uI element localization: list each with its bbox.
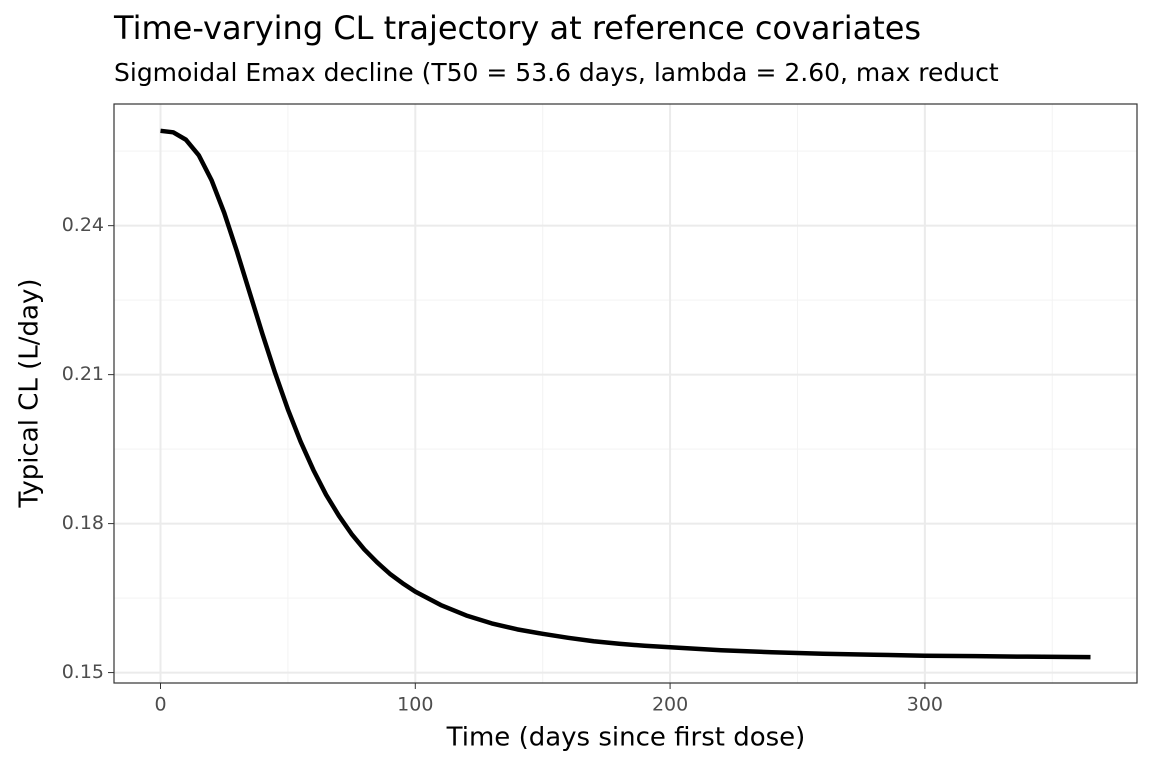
y-tick-label: 0.21	[62, 363, 104, 385]
chart-title: Time-varying CL trajectory at reference …	[113, 9, 921, 47]
x-tick-label: 300	[907, 694, 943, 716]
chart-subtitle: Sigmoidal Emax decline (T50 = 53.6 days,…	[114, 58, 999, 87]
x-tick-label: 200	[652, 694, 688, 716]
line	[160, 128, 1091, 660]
y-tick-label: 0.24	[62, 214, 104, 236]
y-tick-label: 0.18	[62, 512, 104, 534]
x-tick-label: 100	[397, 694, 433, 716]
x-axis-title: Time (days since first dose)	[446, 723, 806, 753]
y-axis-title: Typical CL (L/day)	[15, 279, 45, 509]
panel	[114, 104, 1137, 683]
x-tick-label: 0	[154, 694, 166, 716]
y-tick-label: 0.15	[62, 661, 104, 683]
panel-border	[113, 103, 1138, 684]
